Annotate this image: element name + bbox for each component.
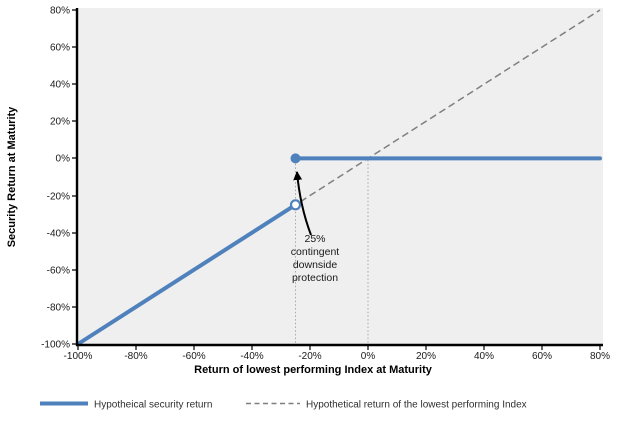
y-tick-label: -20% [47, 192, 70, 203]
y-tick-label: -80% [47, 303, 70, 314]
annotation-line: 25% [304, 233, 325, 245]
y-tick-label: -40% [47, 229, 70, 240]
x-axis-ticks [77, 345, 601, 350]
legend: Hypotheical security return Hypothetical… [40, 400, 527, 411]
y-tick-label: 20% [50, 117, 70, 128]
x-tick-label: 60% [532, 351, 552, 362]
annotation-arrow [293, 171, 312, 236]
x-tick-label: -40% [240, 351, 263, 362]
y-tick-label: 0% [56, 154, 71, 165]
y-tick-label: 80% [50, 6, 70, 17]
legend-index-label: Hypothetical return of the lowest perfor… [306, 400, 527, 411]
x-tick-label: -20% [298, 351, 321, 362]
y-tick-label: 40% [50, 80, 70, 91]
annotation-label: 25% contingent downside protection [291, 233, 340, 284]
y-tick-label: 60% [50, 43, 70, 54]
annotation-line: contingent [291, 246, 340, 258]
x-tick-label: -80% [124, 351, 147, 362]
x-tick-label: 80% [590, 351, 610, 362]
x-tick-label: -60% [182, 351, 205, 362]
x-tick-label: 0% [361, 351, 376, 362]
y-axis-title: Security Return at Maturity [6, 106, 18, 247]
x-axis-title: Return of lowest performing Index at Mat… [194, 364, 433, 376]
y-tick-label: -100% [41, 340, 70, 351]
filled-circle-marker [290, 153, 301, 164]
legend-security-label: Hypotheical security return [94, 400, 212, 411]
x-tick-label: -100% [64, 351, 93, 362]
annotation-line: protection [292, 272, 338, 284]
open-circle-marker [289, 199, 302, 211]
y-tick-label: -60% [47, 266, 70, 277]
y-axis-ticks [72, 9, 77, 345]
x-tick-label: 20% [416, 351, 436, 362]
x-tick-label: 40% [474, 351, 494, 362]
security-return-line-sloped [76, 202, 298, 346]
annotation-line: downside [293, 259, 338, 271]
